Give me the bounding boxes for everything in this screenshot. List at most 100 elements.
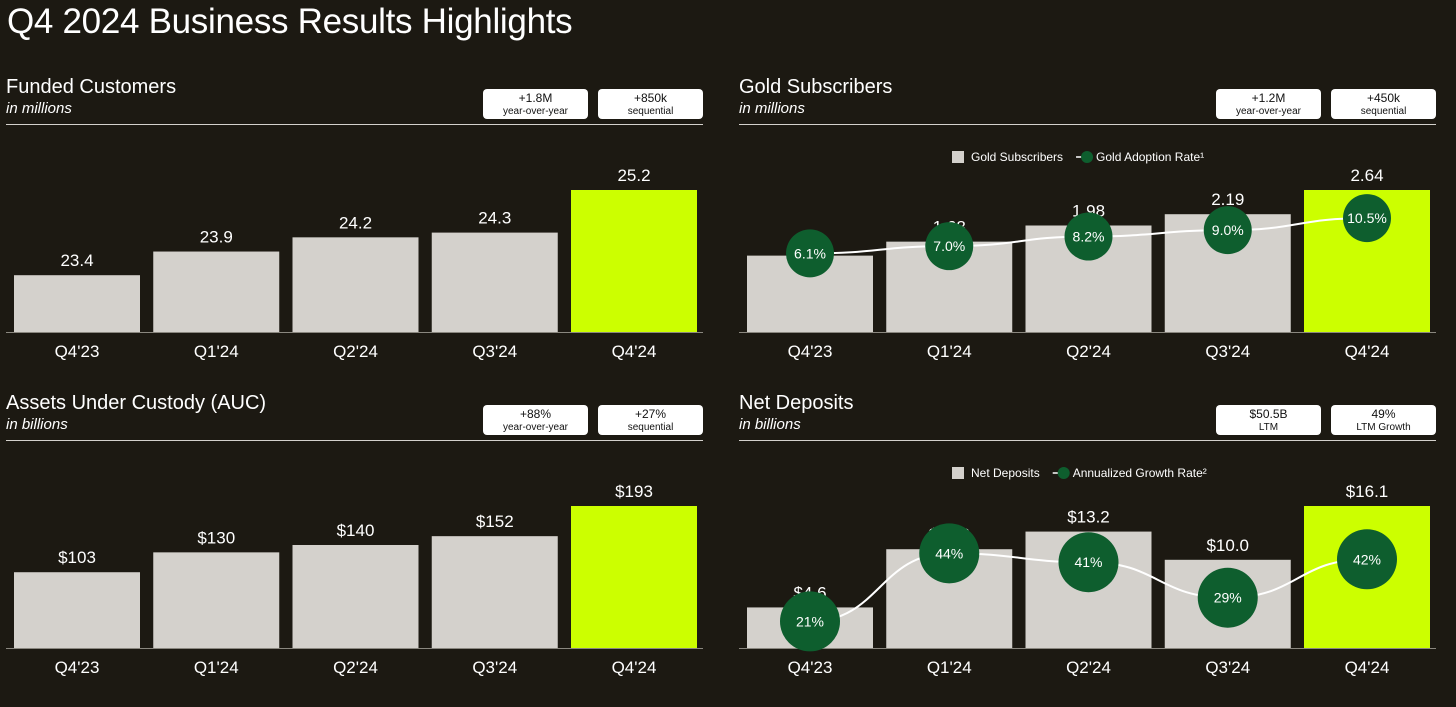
bar — [292, 544, 419, 648]
net-deposits-chart: $4.6Q4'23$11.2Q1'24$13.2Q2'24$10.0Q3'24$… — [739, 466, 1436, 677]
badge-label: LTM — [1258, 422, 1279, 433]
x-tick-label: Q2'24 — [333, 658, 378, 677]
badge-value: +1.2M — [1251, 91, 1286, 105]
divider — [6, 124, 703, 125]
auc-chart: $103 Q4'23 $130 Q1'24 $140 Q2'24 $152 Q3'24 $193… — [6, 482, 703, 677]
x-tick-label: Q1'24 — [927, 342, 972, 361]
badge-value: +450k — [1366, 91, 1401, 105]
rate-point — [1058, 532, 1119, 593]
bar — [153, 251, 280, 332]
badge-label: year-over-year — [502, 106, 569, 117]
rate-point — [1197, 567, 1258, 628]
legend-dot-swatch — [1057, 467, 1070, 479]
funded-customers-panel: Funded Customers in millions +1.8M year-… — [6, 74, 703, 384]
sequential-badge: +27% sequential — [598, 405, 703, 435]
legend-bar-swatch — [952, 467, 964, 479]
x-tick-label: Q3'24 — [1205, 658, 1250, 677]
x-tick-label: Q2'24 — [1066, 342, 1111, 361]
rate-point — [925, 222, 974, 271]
x-tick-label: Q4'23 — [55, 658, 100, 677]
legend-bar-label: Gold Subscribers — [971, 150, 1063, 164]
rate-label: 6.1% — [794, 245, 826, 261]
badge-label: sequential — [627, 422, 674, 433]
bar-value-label: 2.64 — [1350, 166, 1383, 185]
rate-point — [780, 591, 840, 652]
bar — [14, 572, 140, 648]
legend-line-label: Annualized Growth Rate² — [1073, 466, 1207, 480]
gold-subscribers-panel: Gold Subscribers in millions +1.2M year-… — [739, 74, 1436, 384]
badge-value: 49% — [1371, 407, 1396, 421]
bar — [431, 536, 558, 648]
panel-title: Funded Customers — [6, 76, 177, 98]
badge-label: sequential — [627, 106, 674, 117]
x-tick-label: Q4'24 — [1345, 342, 1390, 361]
rate-label: 44% — [935, 545, 963, 561]
x-tick-label: Q2'24 — [333, 342, 378, 361]
bar-value-label: $10.0 — [1206, 536, 1249, 555]
x-tick-label: Q4'23 — [788, 342, 833, 361]
yoy-badge: +1.2M year-over-year — [1216, 89, 1321, 119]
panel-subtitle: in billions — [739, 416, 801, 433]
gold-subscribers-chart: 1.42Q4'231.68Q1'241.98Q2'242.19Q3'242.64… — [739, 150, 1436, 361]
badge-value: +88% — [519, 407, 552, 421]
x-tick-label: Q1'24 — [194, 342, 239, 361]
badge-label: sequential — [1360, 106, 1407, 117]
badge-value: +27% — [634, 407, 667, 421]
bar — [153, 552, 280, 648]
rate-point — [1064, 212, 1113, 261]
bar-value-label: $140 — [337, 521, 375, 540]
x-tick-label: Q4'23 — [788, 658, 833, 677]
badge-label: year-over-year — [502, 422, 569, 433]
rate-point — [1203, 206, 1252, 255]
x-tick-label: Q4'24 — [612, 658, 657, 677]
rate-point — [1337, 529, 1397, 590]
bar-value-label: 25.2 — [617, 166, 650, 185]
yoy-badge: +88% year-over-year — [483, 405, 588, 435]
page-title: Q4 2024 Business Results Highlights — [7, 2, 573, 41]
x-tick-label: Q4'23 — [55, 342, 100, 361]
yoy-badge: +1.8M year-over-year — [483, 89, 588, 119]
bar-value-label: 23.4 — [60, 251, 93, 270]
panel-subtitle: in millions — [739, 100, 805, 117]
panel-subtitle: in billions — [6, 416, 68, 433]
badge-value: $50.5B — [1249, 407, 1288, 421]
x-tick-label: Q4'24 — [1345, 658, 1390, 677]
legend-bar-swatch — [952, 151, 964, 163]
net-deposits-panel: Net Deposits in billions $50.5B LTM 49% … — [739, 390, 1436, 700]
x-tick-label: Q3'24 — [1205, 342, 1250, 361]
bar-value-label: 2.19 — [1211, 190, 1244, 209]
x-tick-label: Q2'24 — [1066, 658, 1111, 677]
badge-label: LTM Growth — [1356, 422, 1411, 433]
bar — [571, 506, 697, 648]
rate-label: 41% — [1074, 554, 1102, 570]
auc-panel: Assets Under Custody (AUC) in billions +… — [6, 390, 703, 700]
x-tick-label: Q3'24 — [472, 342, 517, 361]
panel-subtitle: in millions — [6, 100, 72, 117]
bar-value-label: $152 — [476, 512, 514, 531]
bar — [571, 190, 697, 332]
legend-line-label: Gold Adoption Rate¹ — [1096, 150, 1204, 164]
rate-label: 7.0% — [933, 238, 965, 254]
rate-label: 21% — [796, 613, 824, 629]
rate-label: 29% — [1214, 590, 1242, 606]
bar-value-label: $103 — [58, 548, 96, 567]
bar-value-label: $13.2 — [1067, 508, 1110, 527]
sequential-badge: +450k sequential — [1331, 89, 1436, 119]
panel-title: Assets Under Custody (AUC) — [6, 392, 267, 414]
bar — [292, 237, 419, 332]
ltm-growth-badge: 49% LTM Growth — [1331, 405, 1436, 435]
legend-dot-swatch — [1081, 151, 1094, 163]
bar-value-label: $130 — [197, 528, 235, 547]
badge-label: year-over-year — [1235, 106, 1302, 117]
bar — [431, 232, 558, 332]
badge-value: +1.8M — [518, 91, 553, 105]
panel-title: Gold Subscribers — [739, 76, 893, 98]
badge-value: +850k — [633, 91, 668, 105]
x-tick-label: Q3'24 — [472, 658, 517, 677]
legend-bar-label: Net Deposits — [971, 466, 1040, 480]
ltm-badge: $50.5B LTM — [1216, 405, 1321, 435]
funded-customers-chart: 23.4 Q4'23 23.9 Q1'24 24.2 Q2'24 24.3 Q3'24 25.2… — [6, 166, 703, 361]
sequential-badge: +850k sequential — [598, 89, 703, 119]
rate-point — [786, 229, 834, 278]
divider — [739, 124, 1436, 125]
